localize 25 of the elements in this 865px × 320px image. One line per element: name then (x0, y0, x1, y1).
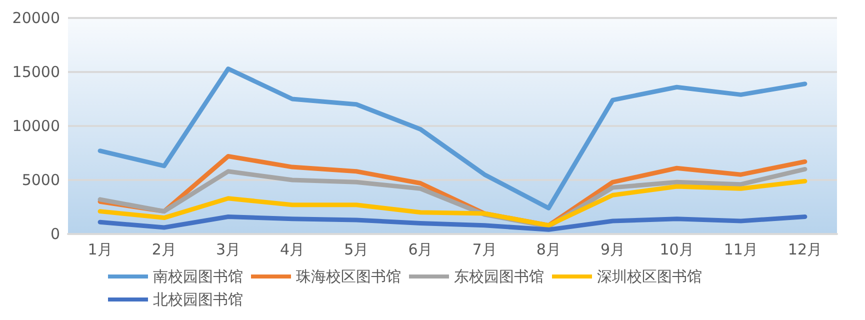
x-tick-label: 7月 (472, 240, 497, 258)
x-tick-label: 12月 (788, 240, 822, 258)
x-tick-label: 10月 (660, 240, 694, 258)
y-tick-label: 20000 (12, 9, 60, 27)
x-tick-label: 6月 (408, 240, 433, 258)
x-tick-label: 11月 (724, 240, 758, 258)
x-tick-label: 9月 (600, 240, 625, 258)
x-tick-label: 4月 (280, 240, 305, 258)
y-tick-label: 10000 (12, 117, 60, 135)
y-tick-label: 0 (50, 225, 60, 243)
x-tick-label: 3月 (216, 240, 240, 258)
legend-label: 珠海校区图书馆 (296, 268, 401, 286)
line-series (98, 214, 808, 232)
y-tick-label: 5000 (22, 171, 60, 189)
legend-label: 南校园图书馆 (153, 268, 243, 286)
line-series (98, 178, 808, 228)
legend-label: 深圳校区图书馆 (597, 268, 702, 286)
x-tick-label: 8月 (536, 240, 561, 258)
line-series (98, 66, 808, 210)
legend-label: 北校园图书馆 (153, 290, 243, 308)
legend-label: 东校园图书馆 (454, 268, 544, 286)
x-tick-label: 1月 (88, 240, 112, 258)
y-tick-label: 15000 (12, 63, 60, 81)
x-tick-label: 2月 (152, 240, 176, 258)
x-tick-label: 5月 (344, 240, 369, 258)
